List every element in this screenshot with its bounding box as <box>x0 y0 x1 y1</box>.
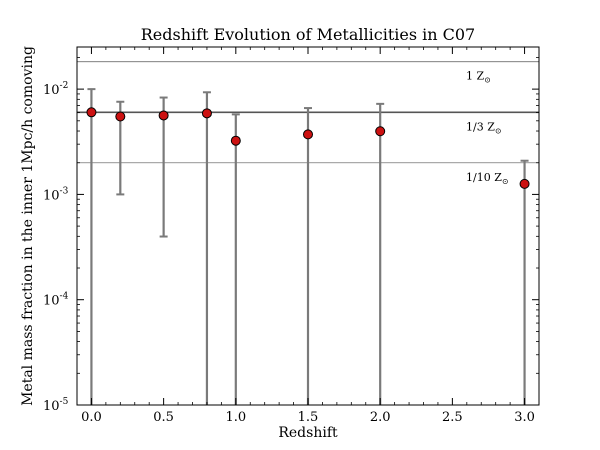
x-tick-label-5: 2.5 <box>442 410 463 425</box>
y-tick-label-2: 10-4 <box>43 292 69 309</box>
y-tick-label-3: 10-5 <box>43 397 69 414</box>
data-point-0 <box>86 107 97 118</box>
plot-layer: 1 Z⊙ 1/3 Z⊙ 1/10 Z⊙ 0.0 0.5 1.0 1.5 2.0 2.5 3.0 10… <box>43 46 540 425</box>
x-tick-label-2: 1.0 <box>225 410 246 425</box>
x-tick-label-0: 0.0 <box>81 410 102 425</box>
data-point-7 <box>519 178 530 189</box>
x-axis-label: Redshift <box>278 425 338 441</box>
y-axis-label: Metal mass fraction in the inner 1Mpc/h … <box>20 46 36 406</box>
x-tick-label-6: 3.0 <box>514 410 535 425</box>
data-point-5 <box>303 129 313 140</box>
x-tick-label-3: 1.5 <box>298 410 319 425</box>
y-tick-label-0: 10-2 <box>43 81 68 98</box>
x-tick-label-4: 2.0 <box>370 410 391 425</box>
data-point-6 <box>375 126 386 137</box>
data-point-2 <box>158 110 169 121</box>
reference-line-label-2: 1/10 Z⊙ <box>466 171 509 186</box>
reference-line-label-0: 1 Z⊙ <box>466 70 491 85</box>
reference-line-label-1: 1/3 Z⊙ <box>466 120 502 135</box>
data-point-1 <box>115 111 126 122</box>
x-tick-label-1: 0.5 <box>153 410 174 425</box>
chart-title: Redshift Evolution of Metallicities in C… <box>141 25 475 44</box>
y-tick-label-1: 10-3 <box>43 186 69 203</box>
data-point-3 <box>201 108 212 119</box>
data-point-4 <box>230 135 241 146</box>
